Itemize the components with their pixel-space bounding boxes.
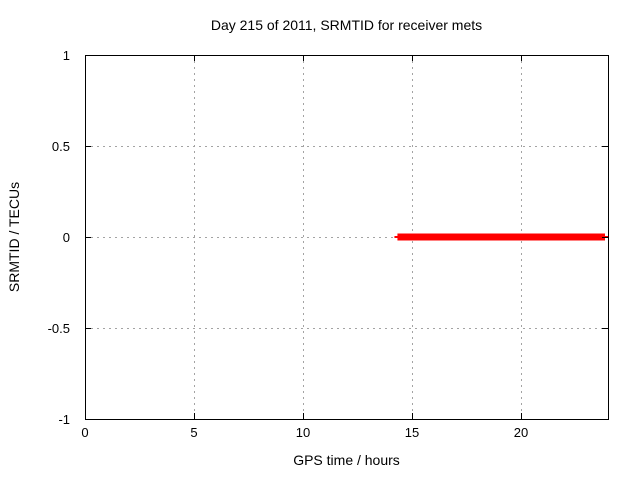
y-tick-label: 0.5 bbox=[52, 139, 70, 154]
x-tick-label: 0 bbox=[81, 425, 88, 440]
y-tick-label: -0.5 bbox=[48, 321, 70, 336]
x-tick-label: 20 bbox=[514, 425, 528, 440]
x-tick-label: 10 bbox=[296, 425, 310, 440]
chart-title: Day 215 of 2011, SRMTID for receiver met… bbox=[210, 17, 483, 33]
x-axis-label: GPS time / hours bbox=[293, 452, 400, 468]
y-tick-label: 1 bbox=[63, 48, 70, 63]
y-tick-label: -1 bbox=[58, 412, 70, 427]
y-tick-label: 0 bbox=[63, 230, 70, 245]
x-tick-label: 5 bbox=[190, 425, 197, 440]
x-tick-label: 15 bbox=[405, 425, 419, 440]
